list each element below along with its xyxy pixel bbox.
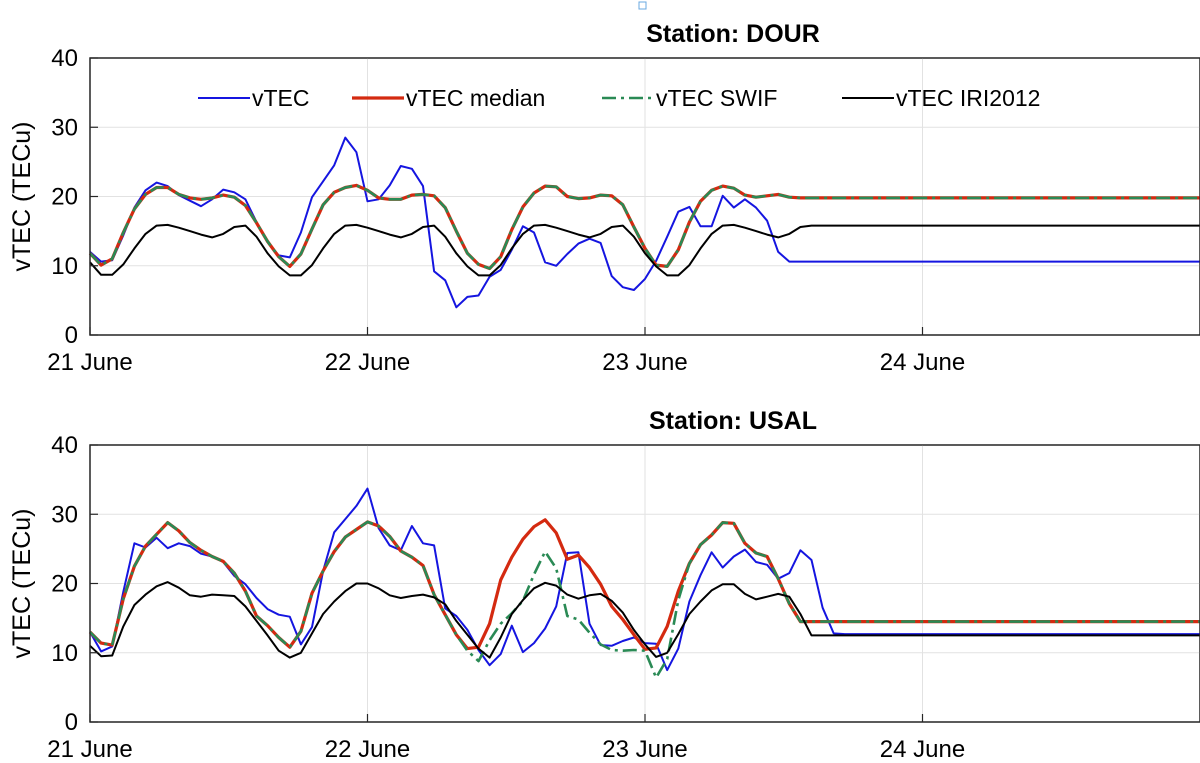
series-line-vtec-swif xyxy=(89,184,1200,270)
chart-panel-usal: 0 10 20 30 40 21 June 22 June 23 June 24 June Sta… xyxy=(8,407,1200,763)
x-tick-label: 22 June xyxy=(325,349,410,376)
x-tick-label: 24 June xyxy=(880,349,965,376)
legend: vTEC vTEC median vTEC SWIF vTEC IRI2012 xyxy=(198,85,1040,111)
y-tick-label: 30 xyxy=(51,501,78,528)
y-tick-label: 0 xyxy=(65,709,78,736)
y-tick-label: 20 xyxy=(51,571,78,598)
y-axis-label: vTEC (TECu) xyxy=(8,509,36,659)
y-tick-label: 40 xyxy=(51,432,78,459)
series-line-vtec-iri2012 xyxy=(89,223,1200,277)
y-axis-label: vTEC (TECu) xyxy=(8,122,36,272)
y-tick-label: 20 xyxy=(51,184,78,211)
legend-label: vTEC xyxy=(252,85,310,111)
chart-panel-dour: 0 10 20 30 40 21 June 22 June 23 June 24 June Sta… xyxy=(8,20,1200,376)
series-line-vtec-swif xyxy=(89,520,1200,680)
y-tick-label: 30 xyxy=(51,114,78,141)
x-tick-label: 21 June xyxy=(47,349,132,376)
legend-label: vTEC IRI2012 xyxy=(896,85,1040,111)
y-tick-label: 10 xyxy=(51,253,78,280)
x-tick-label: 23 June xyxy=(602,736,687,763)
x-tick-label: 22 June xyxy=(325,736,410,763)
x-tick-label: 24 June xyxy=(880,736,965,763)
selection-handle xyxy=(638,1,647,10)
y-tick-label: 10 xyxy=(51,640,78,667)
legend-label: vTEC SWIF xyxy=(656,85,777,111)
chart-title: Station: USAL xyxy=(649,407,817,435)
series-line-vtec-iri2012 xyxy=(89,581,1200,659)
y-tick-label: 40 xyxy=(51,45,78,72)
x-tick-label: 21 June xyxy=(47,736,132,763)
legend-label: vTEC median xyxy=(406,85,545,111)
x-tick-label: 23 June xyxy=(602,349,687,376)
y-tick-label: 0 xyxy=(65,322,78,349)
chart-title: Station: DOUR xyxy=(646,20,820,48)
